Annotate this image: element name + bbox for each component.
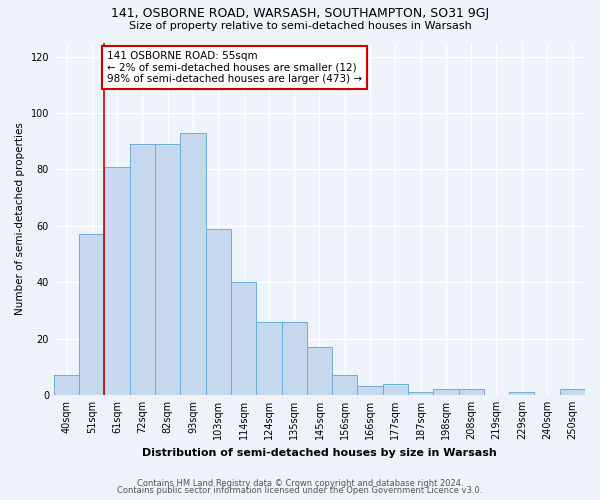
Bar bbox=[130, 144, 155, 395]
Bar bbox=[560, 390, 585, 395]
X-axis label: Distribution of semi-detached houses by size in Warsash: Distribution of semi-detached houses by … bbox=[142, 448, 497, 458]
Text: Size of property relative to semi-detached houses in Warsash: Size of property relative to semi-detach… bbox=[128, 21, 472, 31]
Bar bbox=[181, 132, 206, 395]
Y-axis label: Number of semi-detached properties: Number of semi-detached properties bbox=[15, 122, 25, 315]
Bar bbox=[79, 234, 104, 395]
Bar bbox=[383, 384, 408, 395]
Bar bbox=[332, 375, 358, 395]
Bar bbox=[509, 392, 535, 395]
Bar bbox=[281, 322, 307, 395]
Text: Contains public sector information licensed under the Open Government Licence v3: Contains public sector information licen… bbox=[118, 486, 482, 495]
Bar bbox=[104, 166, 130, 395]
Bar bbox=[54, 375, 79, 395]
Bar bbox=[206, 228, 231, 395]
Text: 141 OSBORNE ROAD: 55sqm
← 2% of semi-detached houses are smaller (12)
98% of sem: 141 OSBORNE ROAD: 55sqm ← 2% of semi-det… bbox=[107, 51, 362, 84]
Bar bbox=[358, 386, 383, 395]
Bar bbox=[433, 390, 458, 395]
Bar bbox=[231, 282, 256, 395]
Bar bbox=[458, 390, 484, 395]
Bar bbox=[307, 347, 332, 395]
Bar bbox=[155, 144, 181, 395]
Bar bbox=[256, 322, 281, 395]
Bar bbox=[408, 392, 433, 395]
Text: Contains HM Land Registry data © Crown copyright and database right 2024.: Contains HM Land Registry data © Crown c… bbox=[137, 478, 463, 488]
Text: 141, OSBORNE ROAD, WARSASH, SOUTHAMPTON, SO31 9GJ: 141, OSBORNE ROAD, WARSASH, SOUTHAMPTON,… bbox=[111, 8, 489, 20]
